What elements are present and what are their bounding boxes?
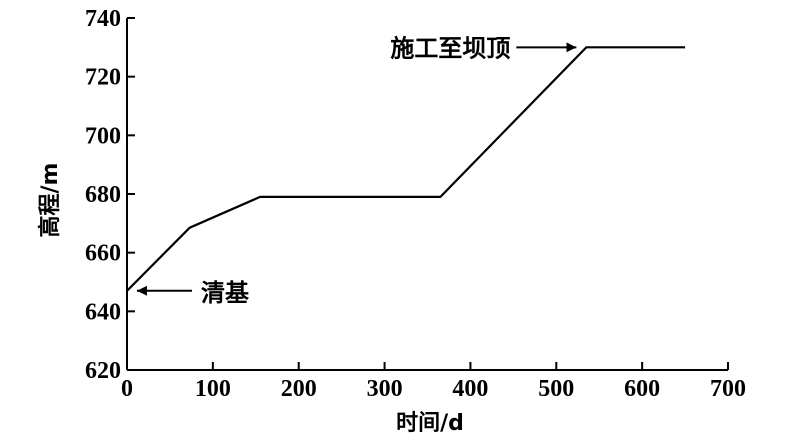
elevation-series-line	[126, 46, 686, 292]
x-tick-label: 600	[624, 376, 660, 402]
x-axis-title: 时间/d	[396, 411, 464, 436]
axes	[126, 18, 728, 371]
y-tick-label: 640	[85, 299, 121, 325]
x-tick-label: 300	[367, 376, 403, 402]
x-tick-label: 100	[195, 376, 231, 402]
y-tick-label: 680	[85, 182, 121, 208]
ticks: 0 100 200 300 400 500 600 700 620 640 660 680 700 720…	[85, 6, 746, 402]
x-tick-label: 200	[281, 376, 317, 402]
y-tick-label: 700	[85, 123, 121, 149]
x-tick-label: 400	[452, 376, 488, 402]
y-tick-label: 620	[85, 358, 121, 384]
x-tick-label: 700	[710, 376, 746, 402]
series	[126, 46, 686, 292]
x-tick-label: 500	[538, 376, 574, 402]
y-tick-label: 660	[85, 241, 121, 267]
x-tick-label: 0	[121, 376, 133, 402]
y-tick-label: 720	[85, 65, 121, 91]
y-axis-title: 高程/m	[37, 163, 63, 238]
y-tick-label: 740	[85, 6, 121, 32]
annotations: 清基 施工至坝顶	[137, 34, 577, 307]
annotation-label-crest: 施工至坝顶	[390, 34, 510, 62]
annotation-label-clearing: 清基	[201, 279, 250, 307]
